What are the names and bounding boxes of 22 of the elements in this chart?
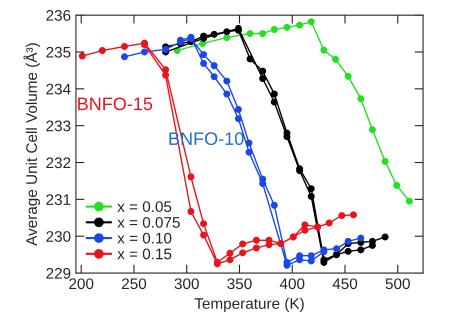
x-tick-label: 500 — [386, 278, 410, 290]
x-tick-label: 350 — [227, 278, 252, 290]
y-tick-label: 232 — [46, 157, 70, 168]
y-tick-label: 233 — [46, 120, 70, 132]
x-tick-label: 200 — [69, 278, 94, 290]
y-tick-label: 235 — [46, 46, 70, 58]
x-tick-label: 300 — [174, 278, 199, 290]
x-tick-label: 450 — [332, 278, 358, 290]
legend-label: x = 0.10 — [117, 232, 172, 244]
x-axis-title: Temperature (K) — [194, 298, 304, 312]
y-tick-label: 236 — [46, 10, 70, 21]
legend-label: x = 0.05 — [117, 201, 172, 212]
y-axis-title: Average Unit Cell Volume (Å³) — [23, 43, 40, 246]
y-tick-label: 231 — [46, 194, 70, 206]
x-tick-label: 250 — [122, 278, 146, 290]
x-tick-label: 400 — [280, 278, 304, 290]
legend-label: x = 0.15 — [117, 248, 172, 260]
y-tick-label: 229 — [46, 268, 70, 279]
y-tick-label: 230 — [46, 231, 70, 242]
annotation: BNFO-15 — [78, 97, 152, 110]
y-tick-label: 234 — [46, 84, 71, 95]
legend-label: x = 0.075 — [117, 216, 180, 228]
